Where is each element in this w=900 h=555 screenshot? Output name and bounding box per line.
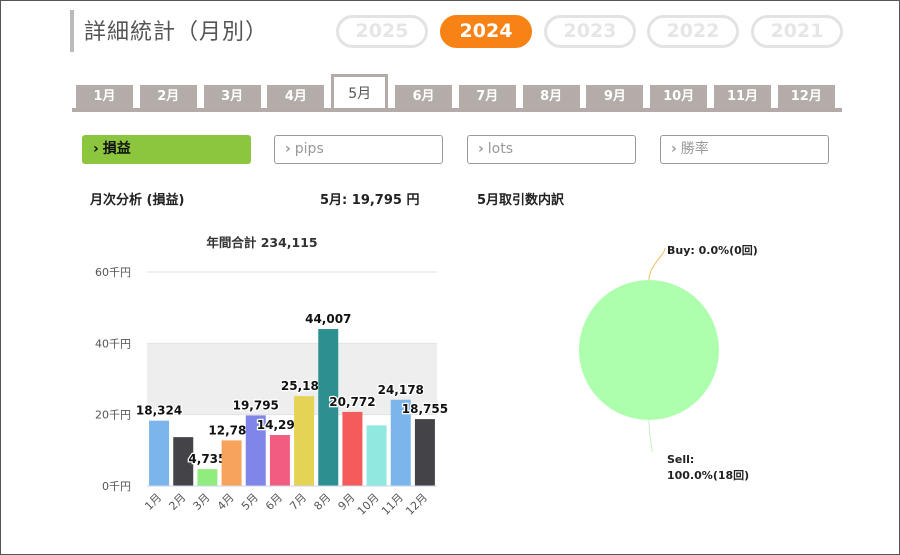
tab-month-8[interactable]: 8月: [522, 85, 580, 109]
data-label: 18,324: [136, 404, 182, 418]
pie-connector-sell: [648, 419, 653, 453]
chevron-right-icon: ›: [671, 141, 677, 157]
x-tick-label: 1月: [142, 491, 164, 513]
plot-band: [147, 414, 437, 486]
bar: [269, 435, 290, 486]
x-tick-label: 3月: [191, 491, 213, 513]
breakdown-label: 5月取引数内訳: [477, 193, 565, 208]
bar: [342, 411, 363, 486]
tab-month-9[interactable]: 9月: [586, 85, 644, 109]
x-tick-label: 7月: [287, 491, 309, 513]
year-button-2025[interactable]: 2025: [336, 15, 428, 48]
bar: [221, 440, 242, 486]
tab-month-3[interactable]: 3月: [203, 85, 261, 109]
pie-connector-buy: [648, 247, 666, 281]
metric-button-profit[interactable]: › 損益: [82, 135, 251, 164]
y-tick-label: 20千円: [95, 409, 131, 422]
data-label: 24,178: [378, 383, 424, 397]
metric-button-lots[interactable]: › lots: [467, 135, 636, 164]
data-label: 14,298: [257, 418, 303, 432]
year-button-2023[interactable]: 2023: [544, 15, 636, 48]
bar: [414, 419, 435, 486]
chevron-right-icon: ›: [285, 141, 291, 157]
analysis-label: 月次分析 (損益): [90, 193, 185, 208]
x-tick-label: 5月: [239, 491, 261, 513]
pie-slice-sell: [579, 280, 719, 420]
metric-label: lots: [487, 141, 514, 157]
plot-band: [147, 272, 437, 344]
data-label: 12,788: [208, 423, 254, 437]
chevron-right-icon: ›: [478, 141, 484, 157]
month-value: 5月: 19,795 円: [320, 193, 420, 208]
tab-month-4[interactable]: 4月: [267, 85, 325, 109]
data-label: 18,755: [402, 402, 448, 416]
metric-label: 勝率: [680, 141, 709, 157]
x-tick-label: 9月: [336, 491, 358, 513]
bar: [173, 437, 194, 486]
pie-label-buy: Buy: 0.0%(0回): [667, 244, 758, 257]
y-tick-label: 60千円: [95, 266, 131, 279]
x-tick-label: 11月: [379, 491, 406, 518]
metric-label: pips: [294, 141, 324, 157]
metric-button-win-rate[interactable]: › 勝率: [660, 135, 829, 164]
y-tick-label: 0千円: [102, 480, 131, 493]
x-tick-label: 4月: [215, 491, 237, 513]
y-tick-label: 40千円: [95, 337, 131, 350]
data-label: 19,795: [233, 398, 279, 412]
tab-month-11[interactable]: 11月: [714, 85, 771, 109]
data-label: 25,181: [281, 379, 327, 393]
bar: [149, 420, 170, 486]
title-accent-bar: [70, 10, 74, 52]
pie-label-sell: Sell: 100.0%(18回): [667, 453, 750, 482]
year-button-2022[interactable]: 2022: [647, 15, 739, 48]
x-tick-label: 10月: [355, 491, 382, 518]
tab-month-5[interactable]: 5月: [331, 74, 389, 112]
metric-label: 損益: [102, 141, 131, 157]
bar: [390, 399, 411, 486]
tab-month-6[interactable]: 6月: [395, 85, 452, 109]
bar: [366, 425, 387, 486]
tab-month-2[interactable]: 2月: [139, 85, 197, 109]
chart-title: 年間合計 234,115: [206, 235, 317, 250]
data-label: 4,735: [188, 452, 226, 466]
tab-month-7[interactable]: 7月: [458, 85, 516, 109]
x-tick-label: 12月: [403, 491, 430, 518]
data-label: 44,007: [305, 312, 351, 326]
tab-month-10[interactable]: 10月: [650, 85, 708, 109]
month-tabs-baseline: [72, 108, 842, 112]
x-tick-label: 2月: [166, 491, 188, 513]
bar: [318, 329, 339, 486]
x-tick-label: 8月: [311, 491, 333, 513]
page-title: 詳細統計（月別）: [84, 20, 269, 45]
data-label: 20,772: [329, 395, 375, 409]
tab-month-12[interactable]: 12月: [777, 85, 835, 109]
tab-month-1[interactable]: 1月: [76, 85, 133, 109]
bar: [197, 469, 218, 486]
bar: [294, 396, 315, 486]
metric-button-pips[interactable]: › pips: [274, 135, 443, 164]
chevron-right-icon: ›: [93, 141, 99, 157]
plot-band: [147, 343, 437, 415]
bar: [245, 415, 266, 486]
year-button-2021[interactable]: 2021: [751, 15, 843, 48]
year-button-2024[interactable]: 2024: [440, 15, 532, 48]
x-tick-label: 6月: [263, 491, 285, 513]
